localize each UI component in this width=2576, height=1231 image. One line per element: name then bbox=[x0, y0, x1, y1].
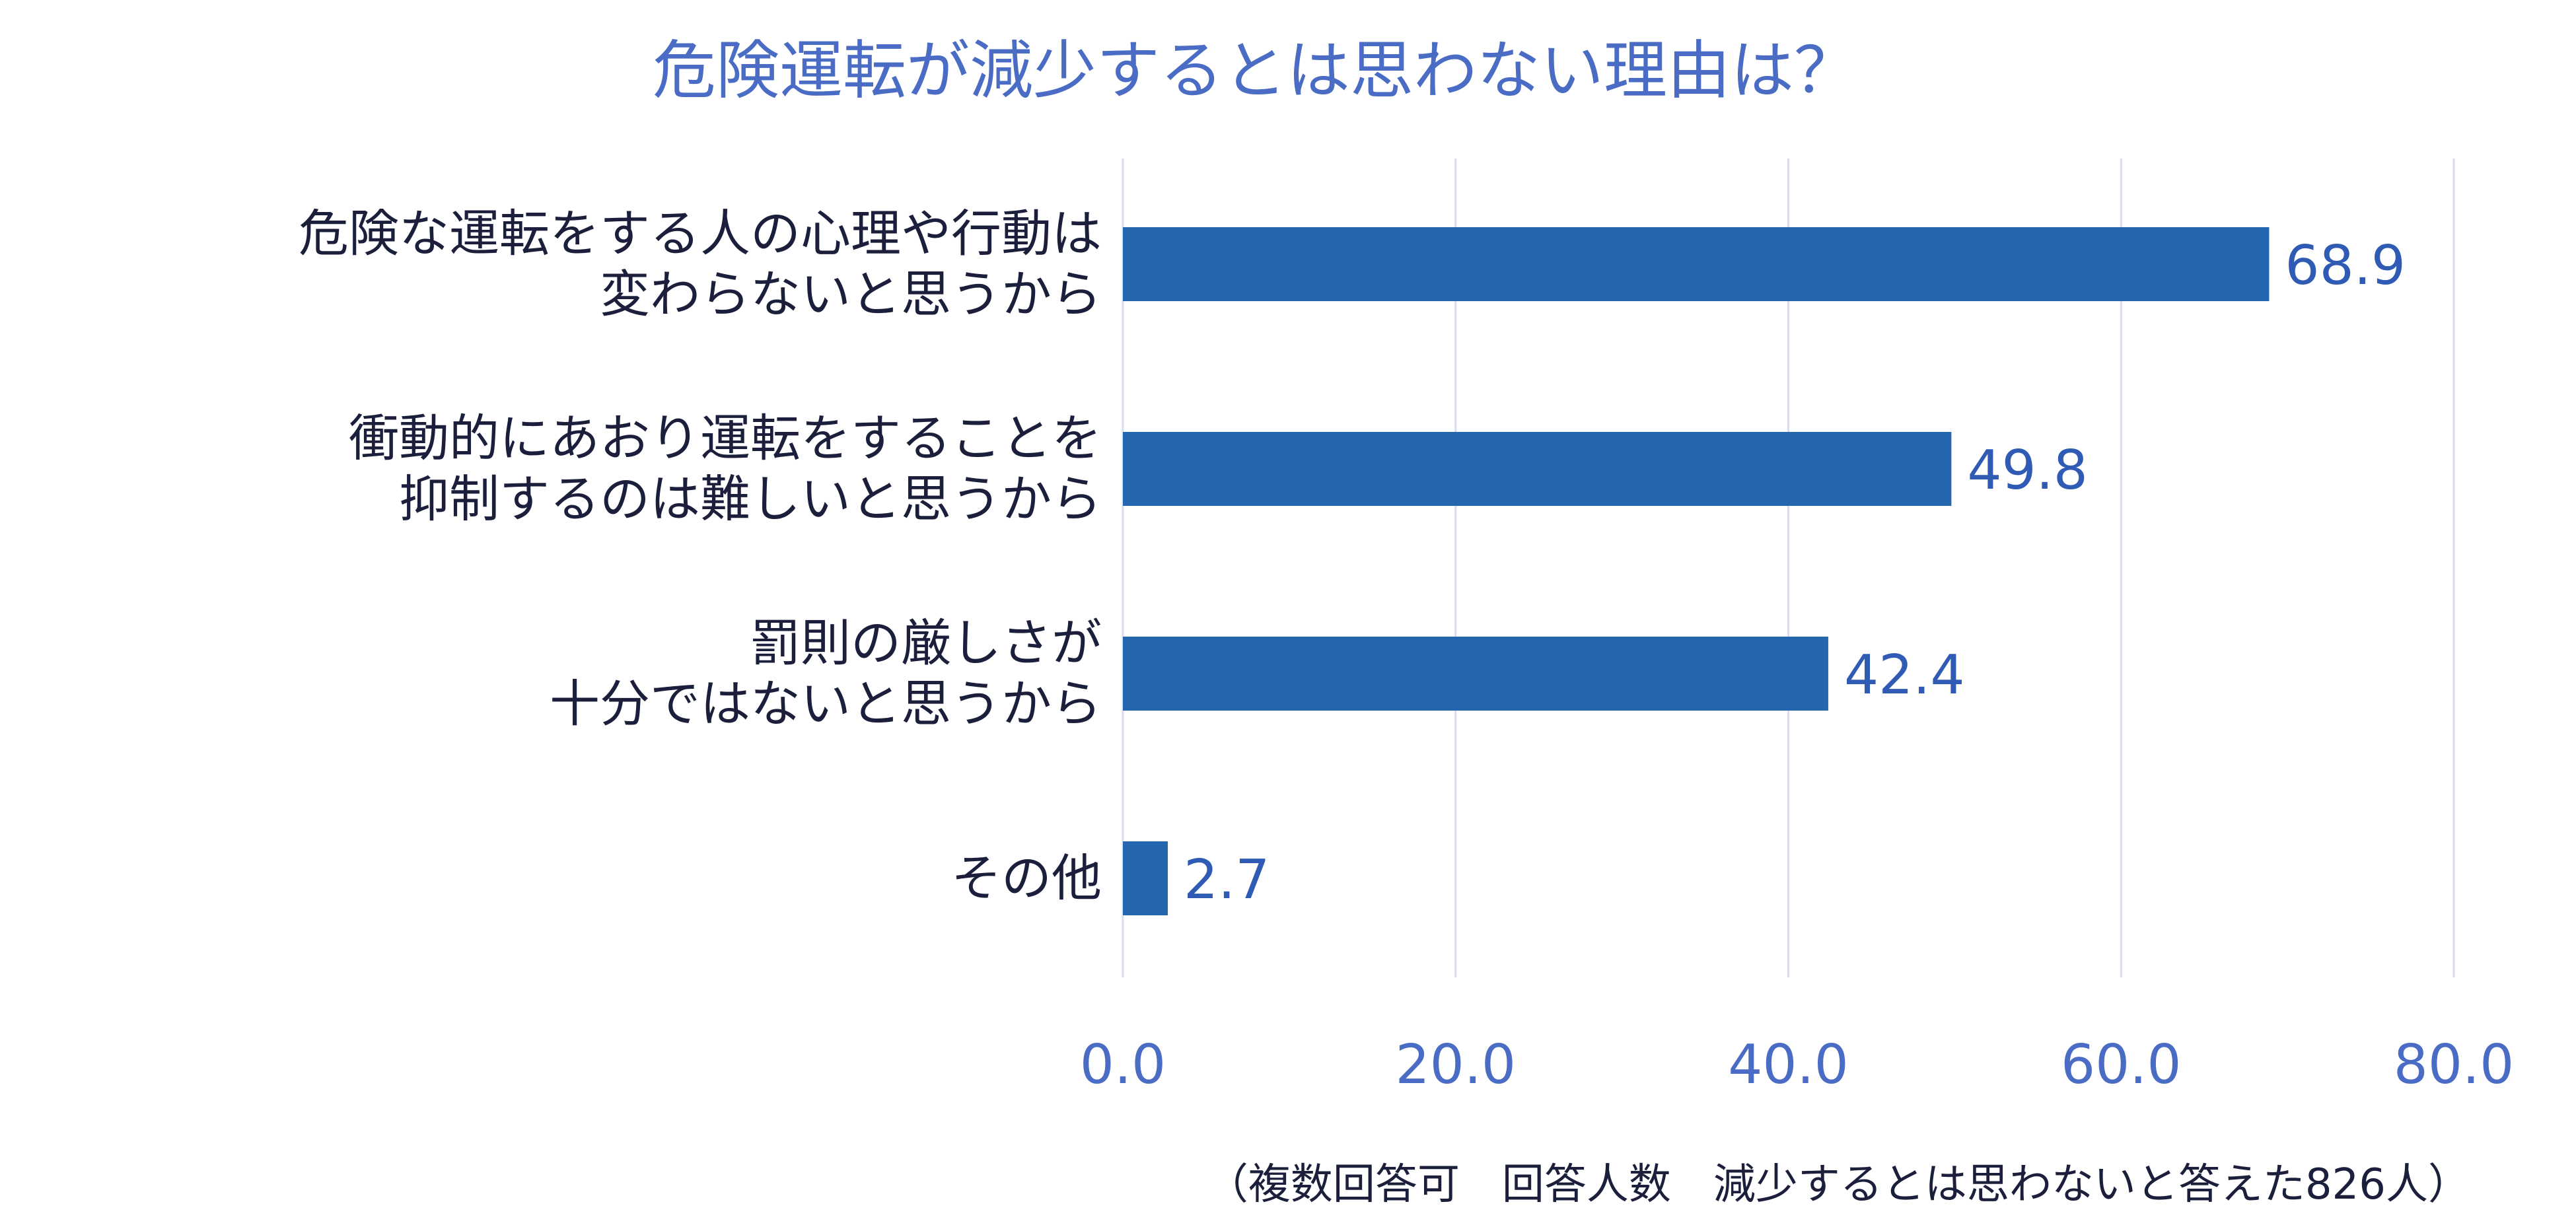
x-tick-label: 40.0 bbox=[1728, 1034, 1849, 1096]
bar-value-label: 68.9 bbox=[2285, 234, 2406, 297]
bar bbox=[1123, 432, 1952, 506]
x-tick-label: 0.0 bbox=[1080, 1034, 1166, 1096]
bar-value-label: 42.4 bbox=[1844, 644, 1965, 707]
category-label-line: 変わらないと思うから bbox=[600, 265, 1102, 324]
bar bbox=[1123, 637, 1828, 711]
footnote: （複数回答可 回答人数 減少するとは思わないと答えた826人） bbox=[1205, 1160, 2470, 1209]
bar bbox=[1123, 841, 1168, 915]
category-label-line: 抑制するのは難しいと思うから bbox=[399, 470, 1102, 528]
category-label: その他 bbox=[951, 849, 1102, 907]
bar-value-label: 2.7 bbox=[1184, 849, 1270, 911]
category-label: 衝動的にあおり運転をすることを抑制するのは難しいと思うから bbox=[349, 409, 1102, 528]
chart-title: 危険運転が減少するとは思わない理由は？ bbox=[653, 34, 1857, 108]
category-label: 罰則の厳しさが十分ではないと思うから bbox=[550, 614, 1102, 733]
category-label: 危険な運転をする人の心理や行動は変わらないと思うから bbox=[299, 204, 1102, 324]
bar bbox=[1123, 227, 2270, 301]
category-label-line: 衝動的にあおり運転をすることを bbox=[349, 409, 1102, 468]
category-label-line: 十分ではないと思うから bbox=[550, 674, 1102, 733]
category-label-line: 罰則の厳しさが bbox=[750, 614, 1102, 672]
category-label-line: 危険な運転をする人の心理や行動は bbox=[299, 204, 1102, 263]
x-tick-label: 60.0 bbox=[2061, 1034, 2182, 1096]
x-tick-label: 20.0 bbox=[1395, 1034, 1516, 1096]
x-tick-label: 80.0 bbox=[2394, 1034, 2515, 1096]
category-label-line: その他 bbox=[951, 849, 1102, 907]
bar-value-label: 49.8 bbox=[1967, 439, 2088, 502]
